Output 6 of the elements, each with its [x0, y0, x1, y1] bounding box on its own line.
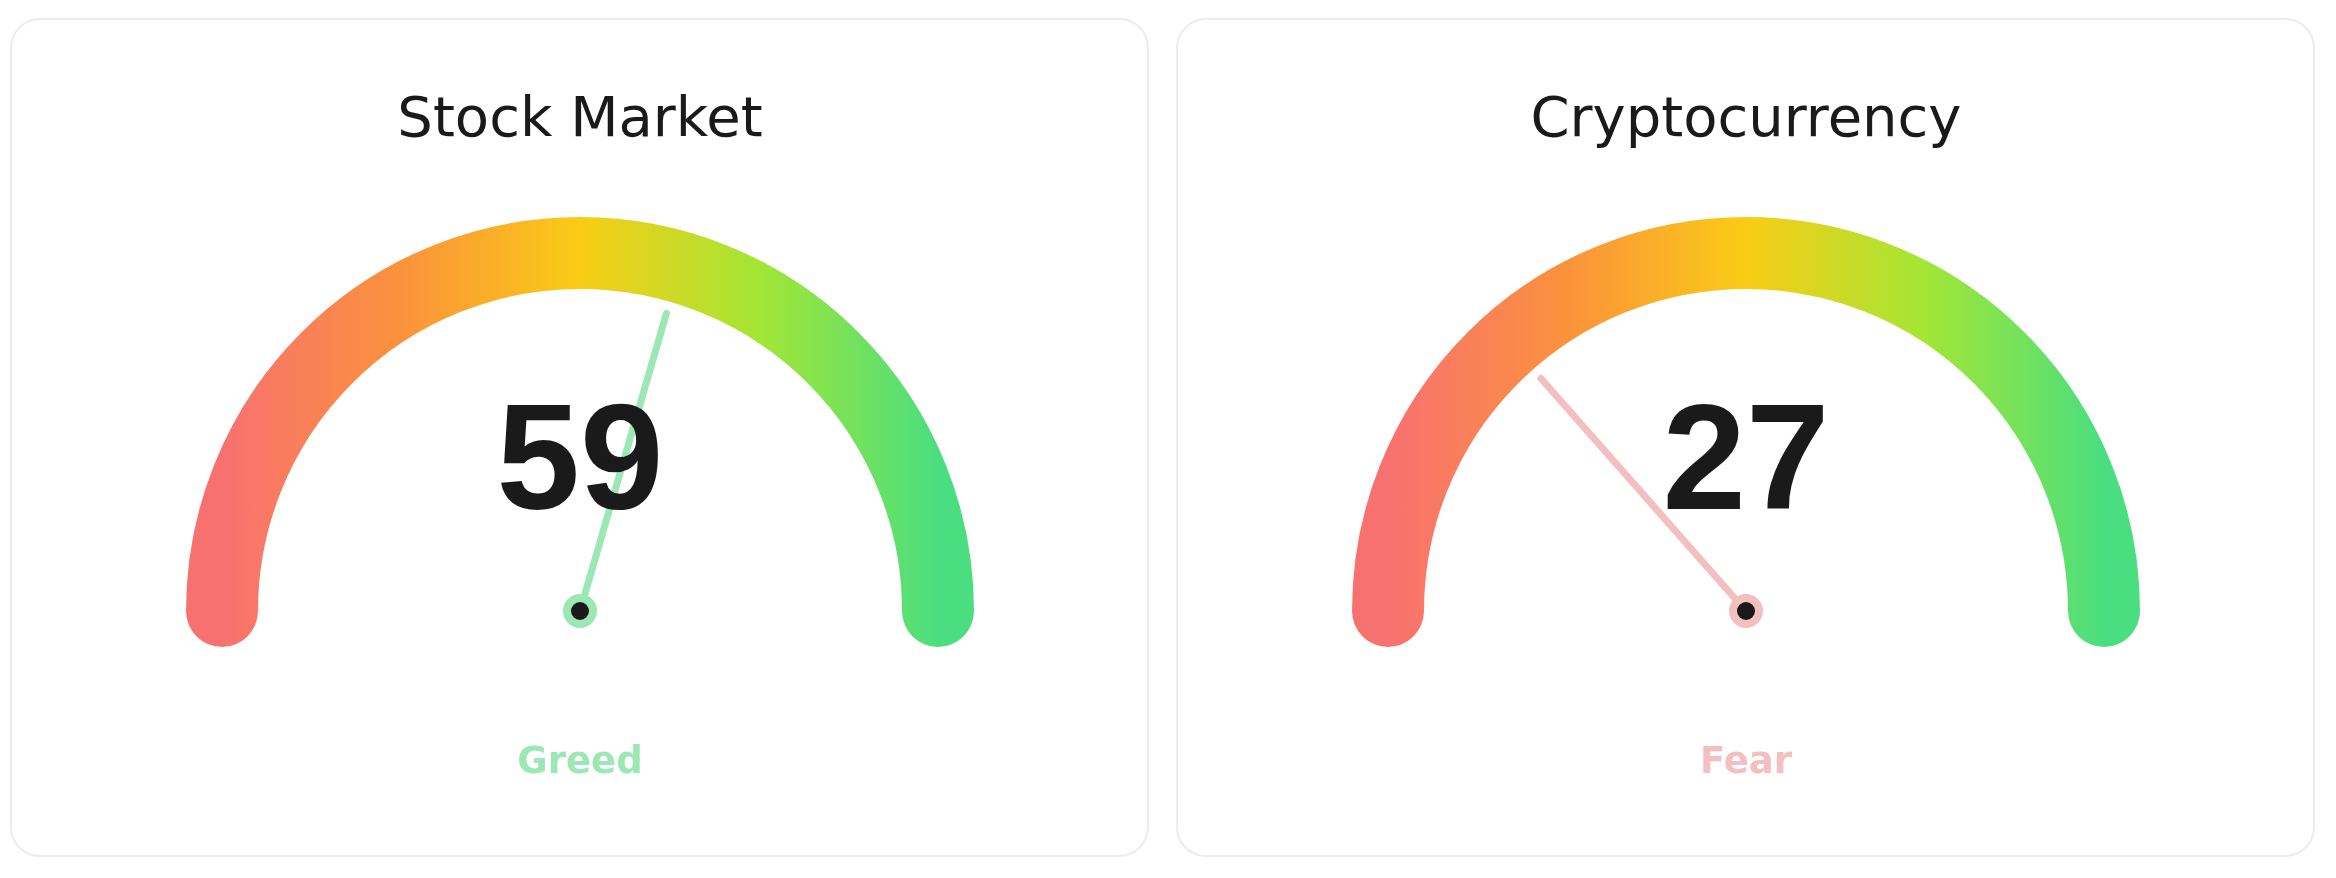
text: Greed	[517, 738, 643, 782]
data-label: 59	[496, 373, 664, 542]
text: Cryptocurrency	[1530, 83, 1962, 149]
data-label: 27	[1662, 373, 1830, 542]
text: Fear	[1699, 738, 1793, 782]
text: Stock Market	[397, 83, 763, 149]
